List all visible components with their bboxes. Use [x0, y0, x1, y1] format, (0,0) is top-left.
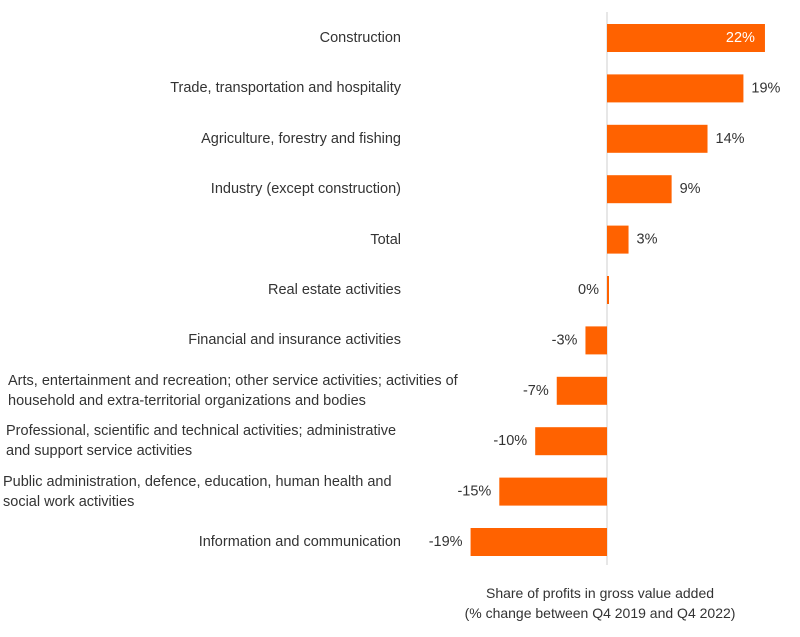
data-label: -10%: [493, 433, 527, 449]
x-axis-label: Share of profits in gross value added (%…: [420, 583, 780, 623]
data-label: 22%: [726, 30, 755, 46]
category-label: Financial and insurance activities: [188, 332, 401, 349]
bar: [607, 175, 672, 204]
data-label: -15%: [457, 484, 491, 500]
category-label: Information and communication: [198, 534, 401, 550]
data-label: 0%: [578, 282, 599, 298]
category-label: Total: [370, 231, 401, 248]
category-label: Arts, entertainment and recreation; othe…: [8, 372, 458, 409]
data-label: 9%: [680, 181, 701, 197]
bar: [556, 376, 607, 405]
bar: [607, 124, 708, 153]
bar: [607, 24, 765, 52]
category-label: Real estate activities: [268, 282, 401, 298]
data-label: 3%: [637, 232, 658, 248]
x-axis-label-line-2: (% change between Q4 2019 and Q4 2022): [464, 605, 736, 621]
data-label: -19%: [429, 534, 463, 550]
bar: [607, 276, 609, 304]
category-label: Public administration, defence, educatio…: [3, 473, 392, 510]
bar: [470, 528, 607, 556]
bar: [607, 74, 744, 103]
category-label: Construction: [319, 30, 401, 46]
data-label: -3%: [552, 332, 578, 348]
category-label: Trade, transportation and hospitality: [170, 80, 401, 97]
bar: [607, 225, 629, 254]
category-label: Agriculture, forestry and fishing: [201, 130, 401, 147]
category-label: Industry (except construction): [210, 181, 401, 198]
bar: [585, 326, 607, 355]
x-axis-label-line-1: Share of profits in gross value added: [485, 585, 715, 601]
bar: [535, 427, 607, 456]
data-label: 19%: [751, 80, 780, 96]
category-label: Professional, scientific and technical a…: [6, 423, 397, 460]
data-label: 14%: [716, 131, 745, 147]
data-label: -7%: [523, 383, 549, 399]
bar: [499, 477, 607, 506]
